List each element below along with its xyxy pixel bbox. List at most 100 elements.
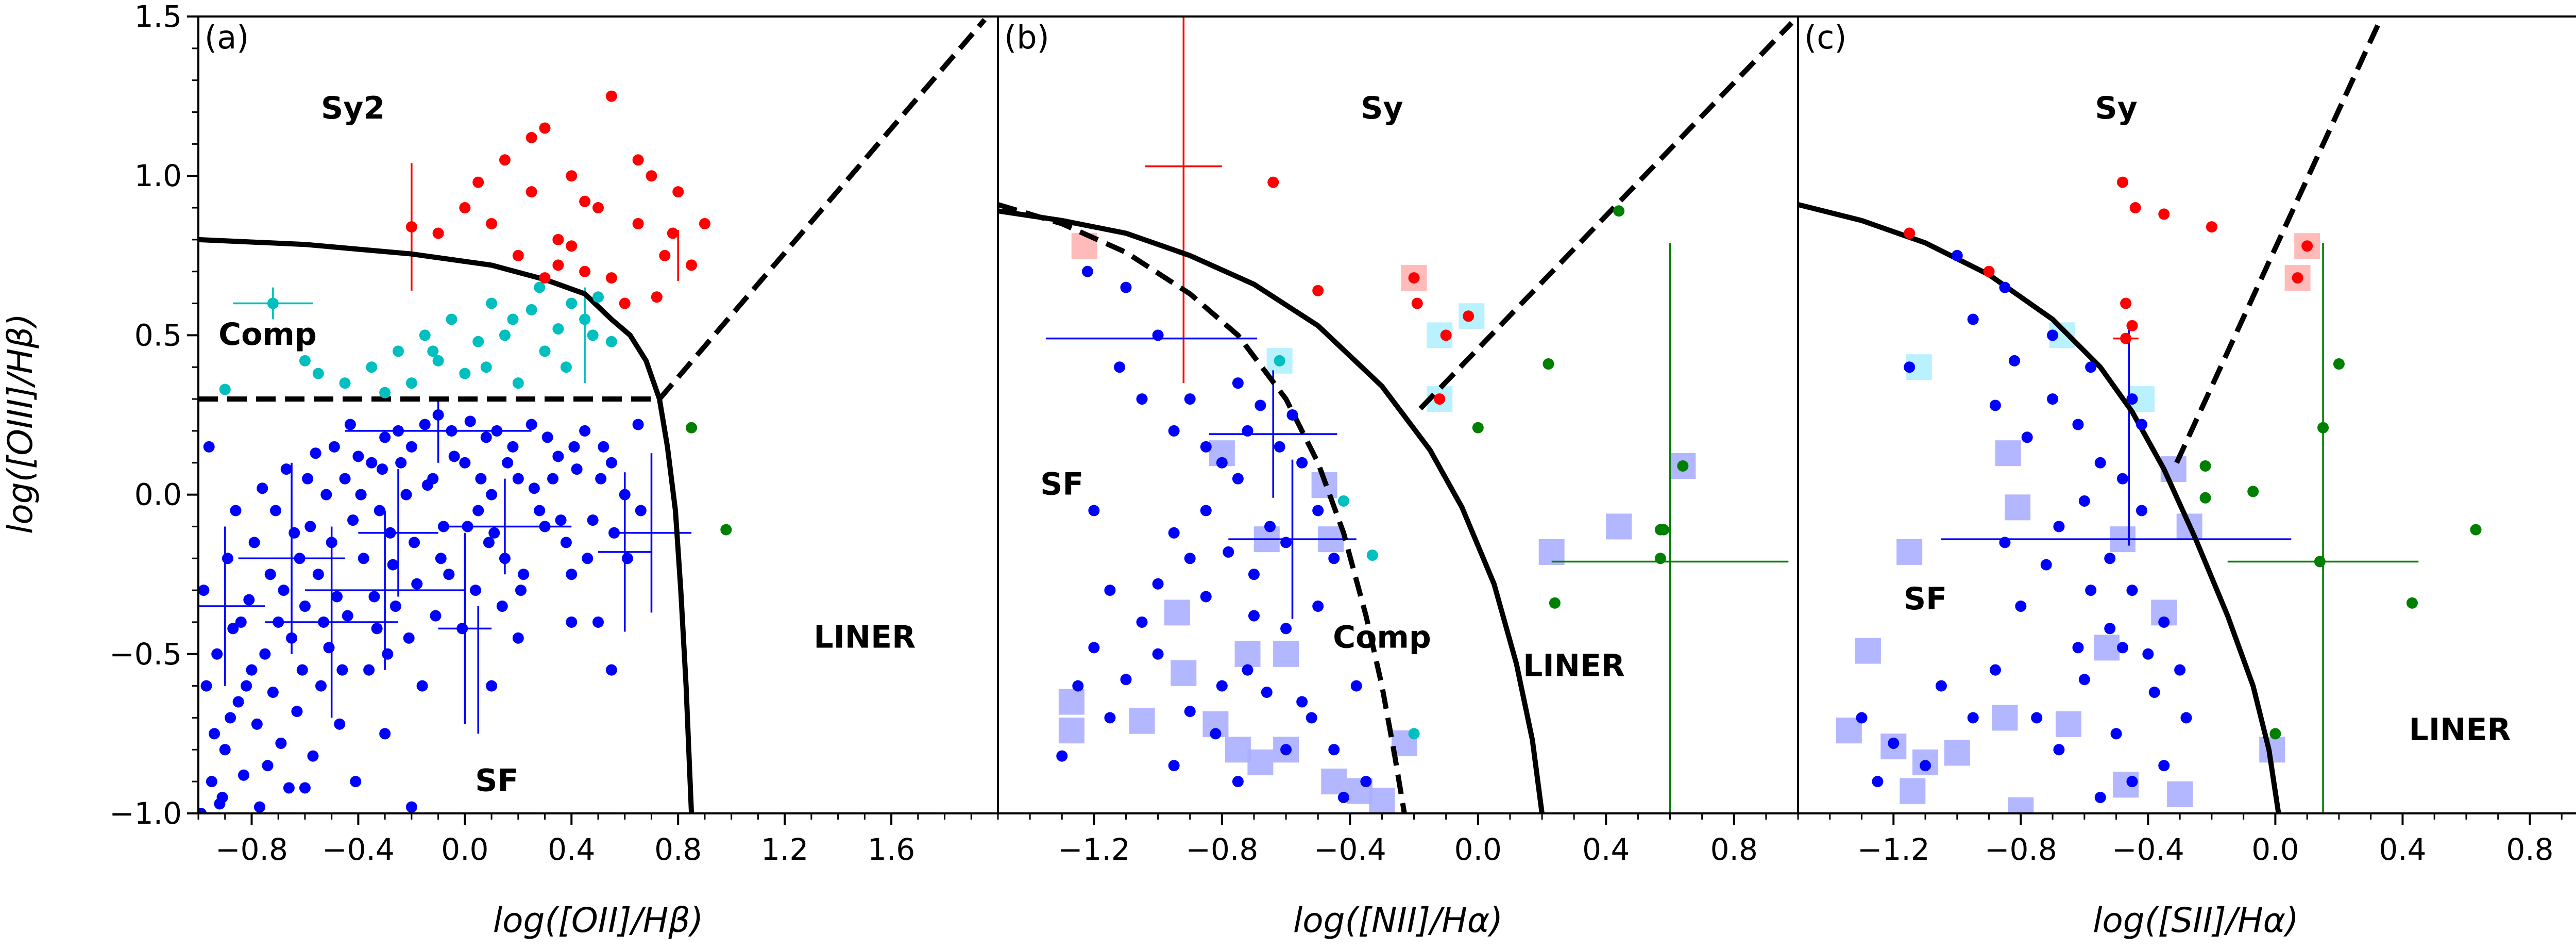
data-point [1328, 553, 1340, 564]
data-point [539, 272, 551, 284]
data-point [241, 680, 252, 692]
data-point [1072, 680, 1084, 692]
data-point [486, 489, 498, 501]
boxed-marker [1164, 599, 1190, 626]
data-point [253, 801, 265, 813]
data-point [1472, 422, 1484, 434]
x-tick-label: −0.4 [1314, 832, 1386, 867]
data-point [512, 632, 524, 644]
data-point [2269, 728, 2281, 740]
data-point [2047, 393, 2059, 405]
data-point [2136, 419, 2148, 430]
x-axis-label: log([OII]/Hβ) [493, 901, 703, 940]
data-point [1200, 591, 1212, 603]
panel-3: −1.2 −0.8 −0.4 0.0 0.4 0.8 log([SII]/Hα) (c) Sy S… [1797, 15, 2576, 940]
boxed-marker [2294, 233, 2320, 259]
data-point [1232, 377, 1244, 389]
data-point [2120, 297, 2132, 309]
series-agn [1267, 176, 1475, 405]
data-point [198, 585, 210, 596]
data-point [571, 463, 583, 475]
data-point [635, 505, 647, 516]
data-point [1967, 712, 1979, 724]
data-point [1104, 712, 1116, 724]
boxed-marker [1234, 641, 1261, 667]
data-point [1120, 281, 1132, 293]
data-point [480, 361, 492, 373]
data-point [2094, 792, 2106, 804]
data-point [539, 521, 551, 532]
data-point [1999, 537, 2011, 548]
data-point [2110, 728, 2122, 740]
y-axis-label: log([OIII]/Hβ) [1, 313, 40, 534]
data-point [2126, 393, 2138, 405]
data-point [579, 425, 591, 437]
data-point [1261, 687, 1273, 698]
data-point [619, 489, 631, 501]
y-tick-label: 1.0 [134, 158, 182, 193]
data-point [632, 218, 644, 229]
data-point [456, 623, 468, 635]
data-point [1312, 601, 1324, 612]
data-point [502, 457, 514, 469]
x-tick-label: 0.0 [441, 832, 488, 867]
data-point [1088, 642, 1100, 654]
data-point [1337, 495, 1349, 507]
data-point [262, 760, 274, 772]
data-point [1951, 249, 1963, 261]
data-point [2406, 597, 2418, 609]
data-point [246, 664, 258, 676]
data-point [1242, 664, 1253, 676]
data-point [328, 441, 340, 453]
boxed-marker [1058, 689, 1084, 715]
data-point [310, 447, 321, 459]
data-point [582, 553, 594, 564]
panel-label: (b) [1004, 19, 1049, 56]
data-point [472, 505, 484, 516]
data-point [605, 272, 617, 284]
data-point [2206, 221, 2217, 233]
data-point [347, 514, 359, 526]
data-point [552, 234, 564, 245]
data-point [352, 451, 364, 462]
data-point [2021, 431, 2033, 443]
data-point [421, 479, 433, 491]
x-tick-label: 1.2 [761, 832, 808, 867]
data-point [299, 355, 311, 366]
data-point [1856, 712, 1868, 724]
data-point [393, 425, 404, 437]
data-point [1543, 358, 1554, 370]
boxed-marker [1992, 705, 2018, 731]
data-point [1267, 176, 1279, 188]
data-point [2120, 332, 2132, 344]
boxed-marker [2094, 635, 2120, 661]
data-point [235, 616, 247, 628]
solid-boundary-line [998, 208, 1545, 813]
region-label-liner: LINER [814, 619, 916, 655]
data-point [552, 323, 564, 335]
panel-2: −1.2 −0.8 −0.4 0.0 0.4 0.8 log([NII]/Hα) (b) Sy S… [997, 15, 1799, 940]
data-point [2085, 361, 2097, 373]
data-point [592, 616, 604, 628]
data-point [667, 227, 679, 239]
data-point [419, 329, 431, 341]
data-point [2199, 460, 2211, 472]
data-point [566, 569, 578, 580]
data-point [560, 361, 572, 373]
data-point [1184, 393, 1196, 405]
data-point [555, 514, 567, 526]
data-point [1104, 585, 1116, 596]
data-point [270, 505, 282, 516]
data-point [1872, 776, 1884, 788]
data-point [491, 425, 503, 437]
data-point [1904, 227, 1916, 239]
data-point [2126, 585, 2138, 596]
region-label-sy2: Sy2 [321, 90, 385, 126]
boxed-marker [1369, 788, 1395, 813]
data-point [598, 441, 609, 453]
boxed-marker [1129, 708, 1155, 734]
boxed-marker [1995, 440, 2021, 466]
data-point [1232, 776, 1244, 788]
data-point [651, 291, 663, 303]
series-sf [1856, 249, 2192, 804]
